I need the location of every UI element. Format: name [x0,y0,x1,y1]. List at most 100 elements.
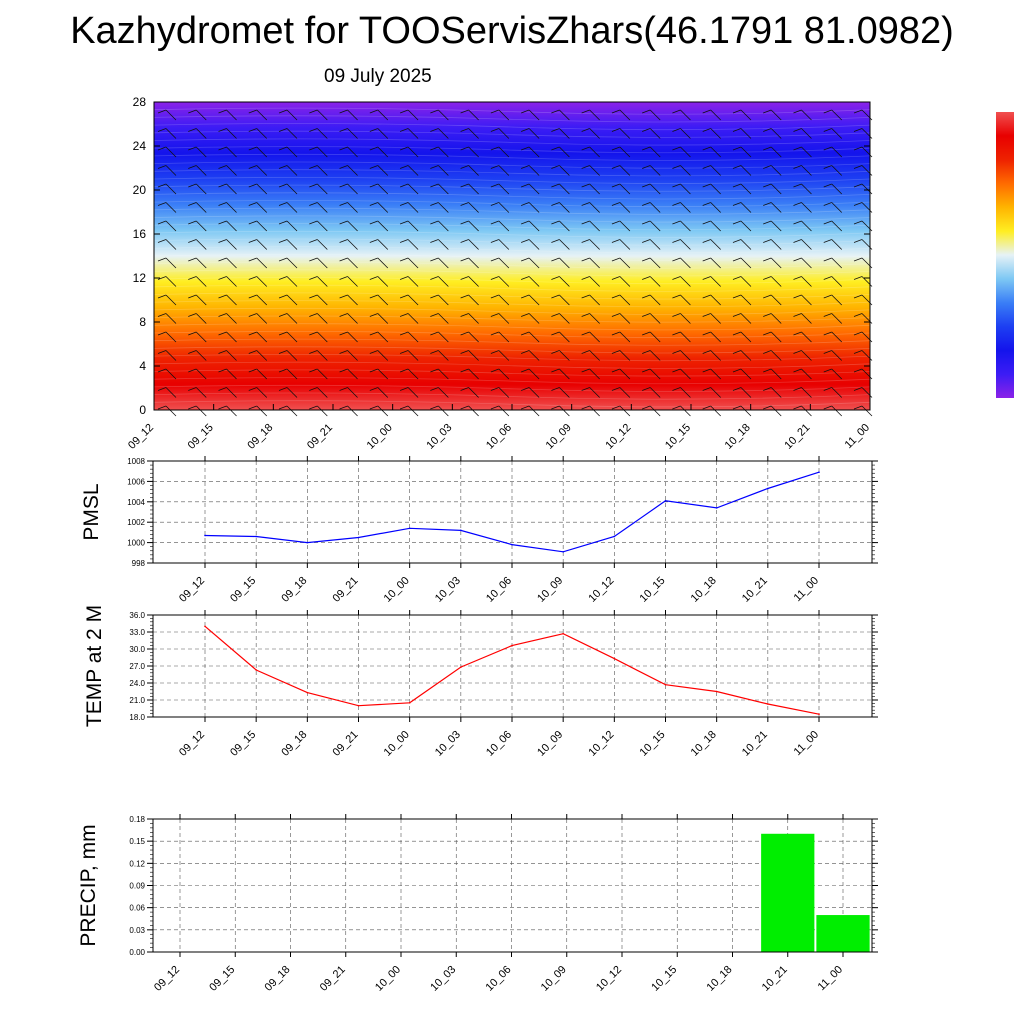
wind-barb [589,165,600,176]
wind-barb-flag [763,294,772,299]
wind-barb-flag [823,146,832,151]
wind-barb-flag [460,350,469,354]
wind-barb [710,109,721,121]
wind-barb [407,257,419,269]
wind-barb-flag [551,128,560,132]
wind-barb [680,128,691,139]
wind-barb-flag [672,350,681,354]
wind-barb-flag [218,257,227,262]
heatmap-x-tick-label: 09_12 [126,422,156,452]
wind-barb-flag [520,183,530,188]
wind-barb-flag [823,387,832,391]
wind-barb [165,313,177,324]
wind-barb-flag [188,183,197,188]
precipitation-bar [816,915,870,952]
wind-barb-flag [763,183,772,188]
wind-barb-flag [430,368,439,373]
wind-barb [226,294,237,306]
wind-barb-flag [520,331,530,336]
wind-barb [165,294,177,306]
wind-barb-flag [430,109,439,114]
wind-barb-flag [430,387,439,391]
wind-barb [740,276,752,287]
contour-line [153,400,871,408]
wind-barb [528,294,540,306]
wind-barb-flag [793,276,802,280]
colorbar [996,112,1014,398]
wind-barb [559,350,570,361]
wind-barb-flag [157,183,167,188]
wind-barb-flag [823,128,832,132]
wind-barb-flag [278,294,288,299]
wind-barb [407,294,419,306]
wind-barb [468,109,479,121]
wind-barb-flag [399,146,409,151]
temperature-y-tick-label: 21.0 [129,696,145,705]
wind-barb [528,128,540,139]
wind-barb-flag [369,405,378,410]
wind-barb [559,313,570,324]
wind-barb-flag [430,165,439,169]
wind-barb-flag [823,294,832,299]
wind-barb-flag [460,387,469,391]
precipitation-y-tick-label: 0.09 [129,882,145,891]
wind-barb [831,109,843,121]
wind-barb [468,350,479,361]
wind-barb-flag [581,405,590,410]
wind-barb-flag [611,202,621,206]
wind-barb [407,146,419,158]
wind-barb-flag [611,331,621,336]
wind-barb [710,387,721,398]
wind-barb [528,146,540,158]
wind-barb-flag [278,165,288,169]
wind-barb [559,387,570,398]
wind-barb [680,350,691,361]
wind-barb [710,257,721,269]
wind-barb [801,387,812,398]
wind-barb-flag [732,239,742,243]
wind-barb-flag [551,368,560,373]
wind-barb-flag [581,368,590,373]
wind-barb [347,202,358,213]
temperature-data-point [664,683,667,686]
wind-barb-flag [551,350,560,354]
wind-barb-flag [339,276,348,280]
wind-barb-flag [823,109,832,114]
wind-barb [468,313,479,324]
wind-barb-flag [642,368,651,373]
wind-barb [256,350,268,361]
temperature-data-point [511,644,513,647]
wind-barb-flag [278,128,288,132]
wind-barb-flag [611,257,621,262]
wind-barb [165,405,177,417]
wind-barb [680,109,691,121]
contour-line [153,146,871,154]
wind-barb-flag [793,165,802,169]
wind-barb-flag [793,257,802,262]
wind-barb-flag [853,331,863,336]
wind-barb [347,146,358,158]
wind-barb [498,220,510,232]
wind-barb-flag [490,331,500,336]
wind-barb [680,294,691,306]
temperature-y-tick-label: 36.0 [129,611,145,620]
wind-barb-flag [430,183,439,188]
wind-barb [195,405,207,417]
wind-barb [407,368,419,380]
wind-barb [619,109,631,121]
wind-barb-flag [309,239,318,243]
wind-barb [649,239,661,250]
wind-barb-flag [581,313,590,317]
wind-barb-flag [823,276,832,280]
wind-barb-flag [520,313,530,317]
temperature-data-point [818,713,820,715]
wind-barb [589,146,600,158]
wind-barb [165,165,177,176]
wind-barb-flag [188,387,197,391]
wind-barb [680,313,691,324]
wind-barb [226,146,237,158]
wind-barb [770,350,782,361]
wind-barb-flag [490,294,500,299]
wind-barb-flag [581,239,590,243]
wind-barb [619,331,631,343]
